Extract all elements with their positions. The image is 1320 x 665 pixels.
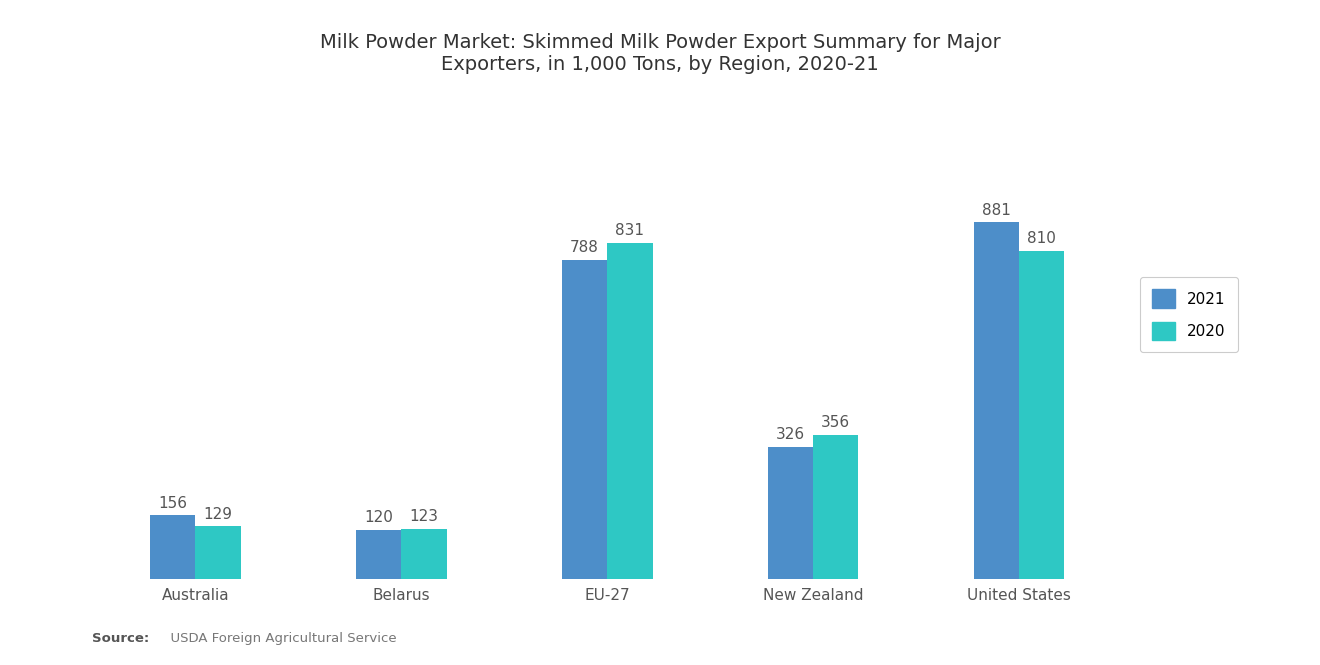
Text: 326: 326	[776, 427, 805, 442]
Bar	[150, 515, 195, 579]
Text: 810: 810	[1027, 231, 1056, 246]
Bar	[813, 435, 858, 579]
Text: 129: 129	[203, 507, 232, 521]
Text: 123: 123	[409, 509, 438, 524]
Bar	[768, 447, 813, 579]
Text: 831: 831	[615, 223, 644, 238]
Bar	[1019, 251, 1064, 579]
Text: 788: 788	[570, 240, 599, 255]
Bar	[974, 222, 1019, 579]
Bar	[562, 260, 607, 579]
Legend: 2021, 2020: 2021, 2020	[1140, 277, 1238, 352]
Bar	[356, 530, 401, 579]
Text: 120: 120	[364, 510, 393, 525]
Bar	[607, 243, 652, 579]
Bar	[401, 529, 446, 579]
Text: 881: 881	[982, 203, 1011, 217]
Bar	[195, 527, 240, 579]
Text: Source:: Source:	[92, 632, 149, 645]
Text: 156: 156	[158, 495, 187, 511]
Text: 356: 356	[821, 415, 850, 430]
Text: USDA Foreign Agricultural Service: USDA Foreign Agricultural Service	[162, 632, 397, 645]
Text: Milk Powder Market: Skimmed Milk Powder Export Summary for Major
Exporters, in 1: Milk Powder Market: Skimmed Milk Powder …	[319, 33, 1001, 74]
